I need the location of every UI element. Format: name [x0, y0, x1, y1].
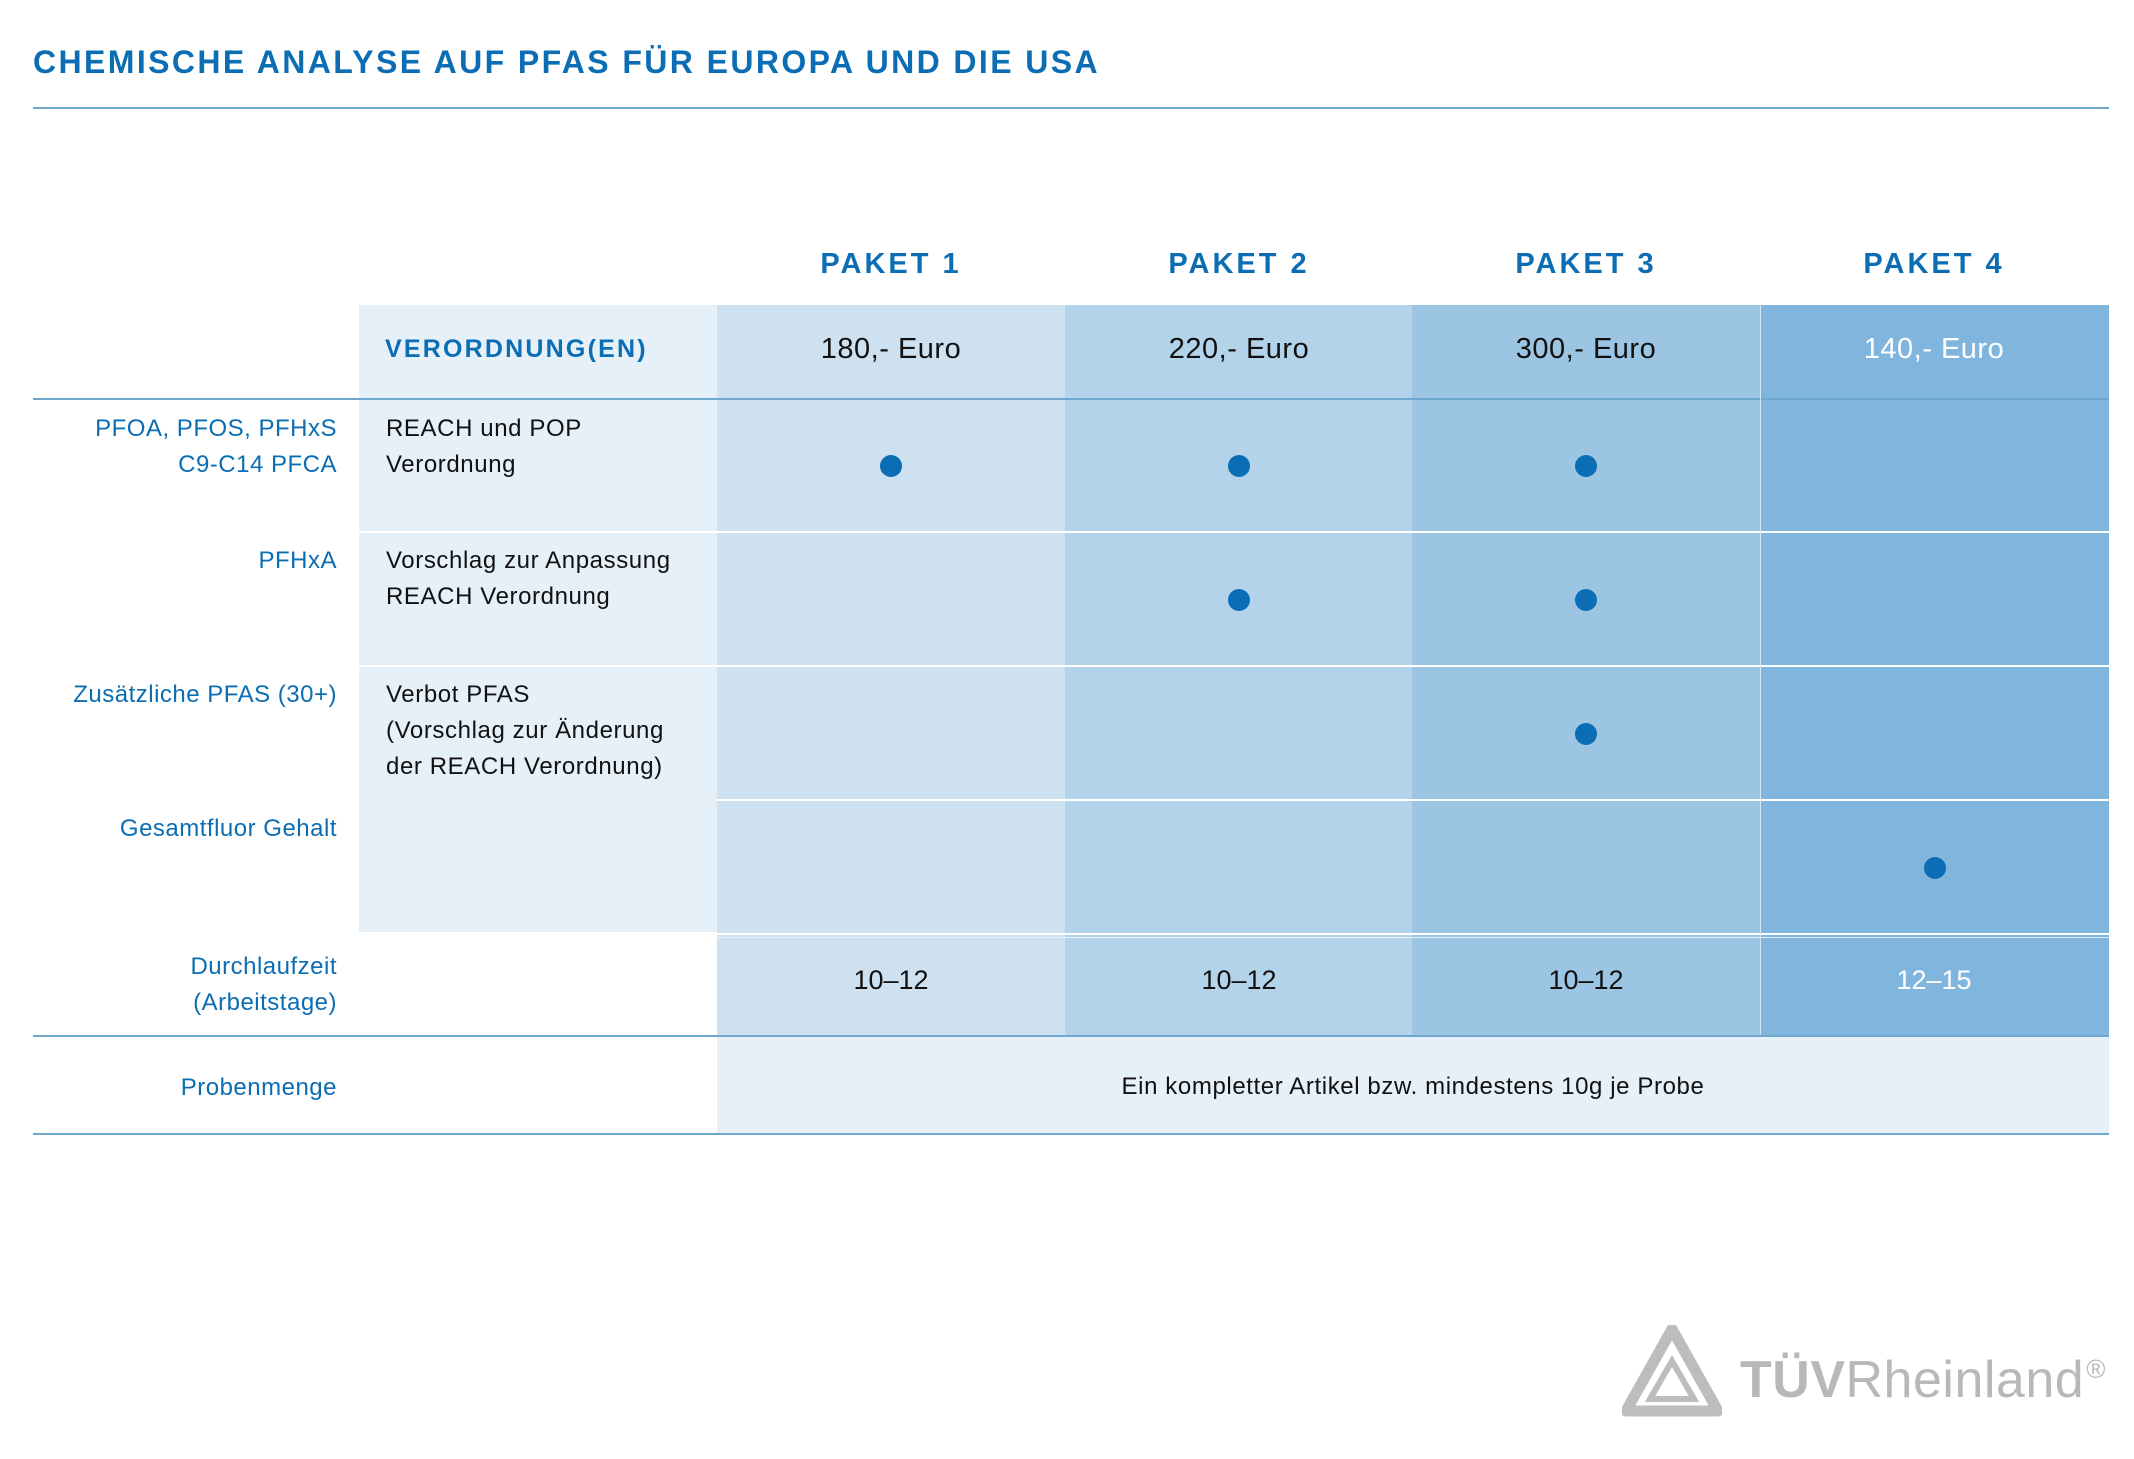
included-dot-icon [1228, 589, 1250, 611]
package-1-turnaround: 10–12 [853, 965, 929, 995]
row-2-regulation-line: Vorschlag zur Anpassung [386, 547, 671, 574]
row-1-regulation-line: Verordnung [386, 451, 517, 478]
package-3-header: PAKET 3 [1515, 248, 1657, 280]
regulations-header: VERORDNUNG(EN) [385, 335, 648, 363]
row-2-label-line: PFHxA [258, 547, 337, 574]
header-divider [33, 398, 2109, 400]
title-divider [33, 107, 2109, 109]
logo-part-2: Rheinland [1845, 1351, 2085, 1409]
tuv-triangle-logo-icon [1622, 1325, 1722, 1417]
row-4-label-line: Gesamtfluor Gehalt [119, 815, 337, 842]
tuv-rheinland-logo: TÜVRheinland® [1740, 1350, 2106, 1410]
package-4-turnaround: 12–15 [1896, 965, 1972, 995]
package-1-header: PAKET 1 [820, 248, 962, 280]
turnaround-label: Durchlaufzeit (Arbeitstage) [190, 949, 337, 1021]
package-2-header: PAKET 2 [1168, 248, 1310, 280]
turnaround-label-line: (Arbeitstage) [193, 989, 337, 1016]
page-title: CHEMISCHE ANALYSE AUF PFAS FÜR EUROPA UN… [33, 44, 1101, 80]
row-3-regulation: Verbot PFAS (Vorschlag zur Änderung der … [386, 677, 664, 785]
row-3-regulation-line: (Vorschlag zur Änderung [386, 717, 664, 744]
row-1-regulation-line: REACH und POP [386, 415, 582, 442]
included-dot-icon [1228, 455, 1250, 477]
package-3-price: 300,- Euro [1515, 333, 1657, 365]
package-1-column [717, 305, 1065, 1035]
included-dot-icon [1575, 455, 1597, 477]
turnaround-label-line: Durchlaufzeit [190, 953, 337, 980]
row-1-label-line: C9-C14 PFCA [178, 451, 337, 478]
package-2-turnaround: 10–12 [1201, 965, 1277, 995]
package-2-price: 220,- Euro [1168, 333, 1310, 365]
column-divider [1760, 305, 1761, 1035]
row-1-regulation: REACH und POP Verordnung [386, 411, 582, 483]
row-4-label: Gesamtfluor Gehalt [120, 811, 337, 847]
sample-label: Probenmenge [180, 1074, 337, 1101]
row-divider [717, 665, 2109, 667]
row-1-label-line: PFOA, PFOS, PFHxS [95, 415, 337, 442]
package-1-price: 180,- Euro [820, 333, 962, 365]
row-divider [717, 933, 2109, 935]
row-3-regulation-line: der REACH Verordnung) [386, 753, 663, 780]
row-1-label: PFOA, PFOS, PFHxS C9-C14 PFCA [95, 411, 337, 483]
included-dot-icon [1575, 723, 1597, 745]
row-divider [717, 531, 2109, 533]
row-3-label-line: Zusätzliche PFAS (30+) [73, 681, 337, 708]
row-divider [359, 531, 717, 533]
package-3-column [1412, 305, 1760, 1035]
included-dot-icon [1924, 857, 1946, 879]
registered-mark: ® [2086, 1354, 2106, 1384]
package-3-turnaround: 10–12 [1548, 965, 1624, 995]
row-2-regulation-line: REACH Verordnung [386, 583, 611, 610]
sample-top-divider [33, 1035, 2109, 1037]
package-2-column [1065, 305, 1412, 1035]
package-4-price: 140,- Euro [1863, 333, 2005, 365]
sample-bottom-divider [33, 1133, 2109, 1135]
included-dot-icon [880, 455, 902, 477]
package-4-header: PAKET 4 [1863, 248, 2005, 280]
row-2-regulation: Vorschlag zur Anpassung REACH Verordnung [386, 543, 671, 615]
logo-part-1: TÜV [1740, 1351, 1846, 1409]
sample-text: Ein kompletter Artikel bzw. mindestens 1… [1121, 1073, 1705, 1100]
package-4-column [1760, 305, 2109, 1035]
row-divider [717, 799, 2109, 801]
included-dot-icon [1575, 589, 1597, 611]
sample-cell [717, 1037, 2109, 1133]
row-3-label: Zusätzliche PFAS (30+) [73, 677, 337, 713]
row-3-regulation-line: Verbot PFAS [386, 681, 531, 708]
turnaround-divider [717, 937, 2109, 938]
row-2-label: PFHxA [258, 543, 337, 579]
regulation-column [359, 305, 717, 932]
row-divider [359, 665, 717, 667]
